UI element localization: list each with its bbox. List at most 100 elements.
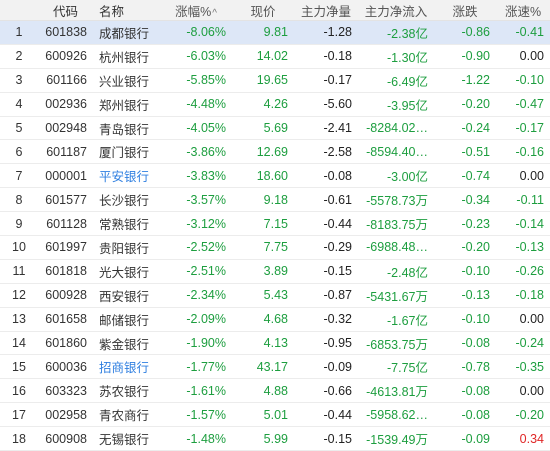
price: 12.69 — [232, 139, 294, 165]
header-name[interactable]: 名称 — [93, 0, 160, 21]
main-net-inflow: -6988.48… — [358, 235, 434, 260]
price: 14.02 — [232, 44, 294, 69]
table-row[interactable]: 12 600928 西安银行 -2.34% 5.43 -0.87 -5431.67万 -0.1… — [0, 283, 550, 308]
stock-name[interactable]: 常熟银行 — [93, 211, 160, 237]
stock-name[interactable]: 成都银行 — [93, 20, 160, 45]
price: 4.88 — [232, 378, 294, 404]
price: 9.81 — [232, 20, 294, 45]
price-change: -1.22 — [434, 68, 496, 93]
stock-code: 002958 — [38, 402, 93, 428]
table-row[interactable]: 5 002948 青岛银行 -4.05% 5.69 -2.41 -8284.02… -0.24… — [0, 116, 550, 141]
header-main-net[interactable]: 主力净量 — [294, 0, 358, 21]
stock-name[interactable]: 紫金银行 — [93, 331, 160, 356]
main-net-inflow: -6853.75万 — [358, 331, 434, 356]
change-speed: -0.47 — [496, 92, 550, 117]
main-net-inflow: -8183.75万 — [358, 211, 434, 237]
stock-name[interactable]: 兴业银行 — [93, 68, 160, 93]
main-net-inflow: -7.75亿 — [358, 354, 434, 380]
table-row[interactable]: 11 601818 光大银行 -2.51% 3.89 -0.15 -2.48亿 -0.10 -0… — [0, 259, 550, 284]
main-net-volume: -0.17 — [294, 68, 358, 93]
row-index: 10 — [0, 235, 38, 260]
header-change-pct[interactable]: 涨幅%^ — [160, 0, 232, 21]
change-pct: -2.52% — [160, 235, 232, 260]
change-speed: 0.34 — [496, 426, 550, 451]
change-speed: -0.20 — [496, 402, 550, 428]
table-row[interactable]: 10 601997 贵阳银行 -2.52% 7.75 -0.29 -6988.48… -0.2… — [0, 235, 550, 260]
stock-name[interactable]: 无锡银行 — [93, 426, 160, 451]
change-speed: -0.17 — [496, 116, 550, 141]
change-pct: -5.85% — [160, 68, 232, 93]
price-change: -0.90 — [434, 44, 496, 69]
table-row[interactable]: 9 601128 常熟银行 -3.12% 7.15 -0.44 -8183.75万 -0.23… — [0, 211, 550, 237]
table-row[interactable]: 3 601166 兴业银行 -5.85% 19.65 -0.17 -6.49亿 -1.22 -0… — [0, 68, 550, 93]
change-speed: -0.14 — [496, 211, 550, 237]
table-row[interactable]: 2 600926 杭州银行 -6.03% 14.02 -0.18 -1.30亿 -0.90 0.… — [0, 44, 550, 69]
change-speed: -0.11 — [496, 187, 550, 213]
stock-name[interactable]: 苏农银行 — [93, 378, 160, 404]
table-row[interactable]: 14 601860 紫金银行 -1.90% 4.13 -0.95 -6853.75万 -0.0… — [0, 331, 550, 356]
stock-name[interactable]: 平安银行 — [93, 163, 160, 189]
price-change: -0.51 — [434, 139, 496, 165]
table-row[interactable]: 1 601838 成都银行 -8.06% 9.81 -1.28 -2.38亿 -0.86 -0.… — [0, 20, 550, 45]
change-speed: -0.35 — [496, 354, 550, 380]
stock-name[interactable]: 杭州银行 — [93, 44, 160, 69]
change-pct: -4.48% — [160, 92, 232, 117]
price-change: -0.08 — [434, 378, 496, 404]
price-change: -0.20 — [434, 92, 496, 117]
stock-code: 601128 — [38, 211, 93, 237]
table-row[interactable]: 16 603323 苏农银行 -1.61% 4.88 -0.66 -4613.81万 -0.0… — [0, 378, 550, 404]
table-row[interactable]: 8 601577 长沙银行 -3.57% 9.18 -0.61 -5578.73万 -0.34… — [0, 187, 550, 213]
stock-name[interactable]: 西安银行 — [93, 283, 160, 308]
change-pct: -3.12% — [160, 211, 232, 237]
row-index: 8 — [0, 187, 38, 213]
change-speed: 0.00 — [496, 307, 550, 332]
stock-name[interactable]: 贵阳银行 — [93, 235, 160, 260]
price-change: -0.10 — [434, 307, 496, 332]
header-change[interactable]: 涨跌 — [434, 0, 496, 21]
table-row[interactable]: 13 601658 邮储银行 -2.09% 4.68 -0.32 -1.67亿 -0.10 0.… — [0, 307, 550, 332]
table-row[interactable]: 18 600908 无锡银行 -1.48% 5.99 -0.15 -1539.49万 -0.0… — [0, 426, 550, 451]
main-net-volume: -0.08 — [294, 163, 358, 189]
change-speed: -0.24 — [496, 331, 550, 356]
main-net-volume: -2.58 — [294, 139, 358, 165]
change-pct: -8.06% — [160, 20, 232, 45]
row-index: 12 — [0, 283, 38, 308]
price: 5.43 — [232, 283, 294, 308]
table-row[interactable]: 15 600036 招商银行 -1.77% 43.17 -0.09 -7.75亿 -0.78-… — [0, 354, 550, 380]
change-pct: -1.77% — [160, 354, 232, 380]
price: 4.68 — [232, 307, 294, 332]
row-index: 17 — [0, 402, 38, 428]
stock-name[interactable]: 青农商行 — [93, 402, 160, 428]
header-code[interactable]: 代码 — [38, 0, 93, 21]
stock-code: 601577 — [38, 187, 93, 213]
header-price[interactable]: 现价 — [232, 0, 294, 21]
stock-code: 601187 — [38, 139, 93, 165]
stock-name[interactable]: 厦门银行 — [93, 139, 160, 165]
row-index: 6 — [0, 139, 38, 165]
price-change: -0.34 — [434, 187, 496, 213]
table-row[interactable]: 7 000001 平安银行 -3.83% 18.60 -0.08 -3.00亿 -0.74 0.… — [0, 163, 550, 189]
table-row[interactable]: 4 002936 郑州银行 -4.48% 4.26 -5.60 -3.95亿 -0.20 -0.… — [0, 92, 550, 117]
row-index: 13 — [0, 307, 38, 332]
stock-name[interactable]: 长沙银行 — [93, 187, 160, 213]
stock-name[interactable]: 青岛银行 — [93, 116, 160, 141]
stock-name[interactable]: 邮储银行 — [93, 307, 160, 332]
row-index: 1 — [0, 20, 38, 45]
stock-name[interactable]: 光大银行 — [93, 259, 160, 284]
change-pct: -1.57% — [160, 402, 232, 428]
header-main-inflow[interactable]: 主力净流入 — [358, 0, 434, 21]
stock-name[interactable]: 郑州银行 — [93, 92, 160, 117]
table-row[interactable]: 17 002958 青农商行 -1.57% 5.01 -0.44 -5958.62… -0.0… — [0, 402, 550, 428]
change-speed: -0.18 — [496, 283, 550, 308]
main-net-inflow: -5958.62… — [358, 402, 434, 428]
table-row[interactable]: 6 601187 厦门银行 -3.86% 12.69 -2.58 -8594.40… -0.5… — [0, 139, 550, 165]
stock-code: 601658 — [38, 307, 93, 332]
change-pct: -4.05% — [160, 116, 232, 141]
stock-code: 000001 — [38, 163, 93, 189]
stock-name[interactable]: 招商银行 — [93, 354, 160, 380]
stock-code: 601166 — [38, 68, 93, 93]
change-pct: -6.03% — [160, 44, 232, 69]
change-pct: -1.61% — [160, 378, 232, 404]
price: 43.17 — [232, 354, 294, 380]
header-speed[interactable]: 涨速% — [496, 0, 550, 21]
